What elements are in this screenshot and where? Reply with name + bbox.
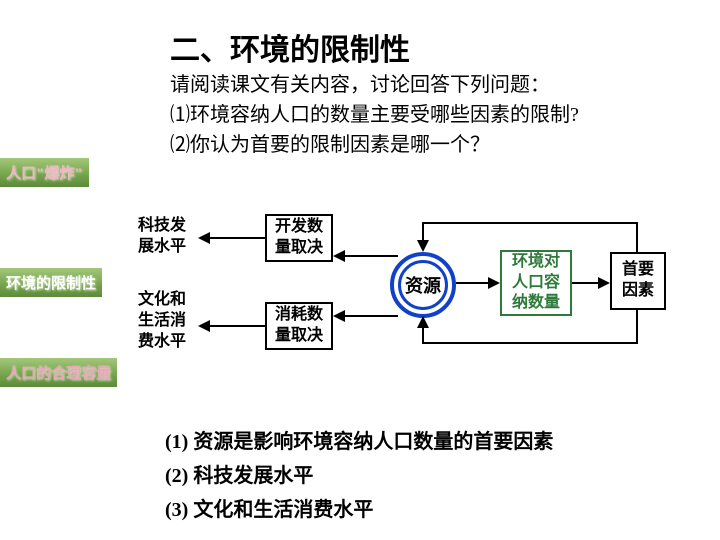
arrow [210,325,265,327]
label-tech: 科技发 展水平 [138,216,186,258]
sidebar-item-explosion[interactable]: 人口"爆炸" [0,158,89,187]
box-primary: 首要 因素 [610,252,666,310]
box-environment: 环境对 人口容 纳数量 [500,250,572,316]
circle-resource-label: 资源 [398,260,448,310]
arrow-head [417,240,429,252]
arrow [345,315,398,317]
box-consume: 消耗数 量取决 [265,302,333,350]
arrow [456,282,488,284]
answer-2: (2) 科技发展水平 [165,459,553,493]
arrow-head [198,232,210,244]
intro-line-2: ⑴环境容纳人口的数量主要受哪些因素的限制? [170,100,579,130]
circle-resource: 资源 [390,252,456,318]
sidebar-item-limitation[interactable]: 环境的限制性 [0,268,102,297]
arrow [210,237,265,239]
arrow-head [198,320,210,332]
intro-line-3: ⑵你认为首要的限制因素是哪一个？ [170,130,579,160]
answer-1: (1) 资源是影响环境容纳人口数量的首要因素 [165,425,553,459]
arrow-head [333,250,345,262]
section-title: 二、环境的限制性 [170,25,410,69]
arrow [572,282,598,284]
arrow [422,326,424,344]
box-develop: 开发数 量取决 [265,214,333,262]
intro-text: 请阅读课文有关内容，讨论回答下列问题： ⑴环境容纳人口的数量主要受哪些因素的限制… [170,70,579,160]
intro-line-1: 请阅读课文有关内容，讨论回答下列问题： [170,70,579,100]
arrow [422,222,638,224]
arrow [422,222,424,242]
answers-block: (1) 资源是影响环境容纳人口数量的首要因素 (2) 科技发展水平 (3) 文化… [165,425,553,527]
flowchart-diagram: 科技发 展水平 文化和 生活消 费水平 开发数 量取决 消耗数 量取决 资源 环… [120,210,690,360]
arrow [636,310,638,344]
sidebar-item-capacity[interactable]: 人口的合理容量 [0,358,117,387]
arrow-head [598,277,610,289]
answer-3: (3) 文化和生活消费水平 [165,493,553,527]
arrow-head [333,310,345,322]
arrow [422,342,638,344]
arrow-head [488,277,500,289]
arrow [636,222,638,252]
arrow-head [417,316,429,328]
label-culture: 文化和 生活消 费水平 [138,290,186,352]
arrow [345,255,398,257]
